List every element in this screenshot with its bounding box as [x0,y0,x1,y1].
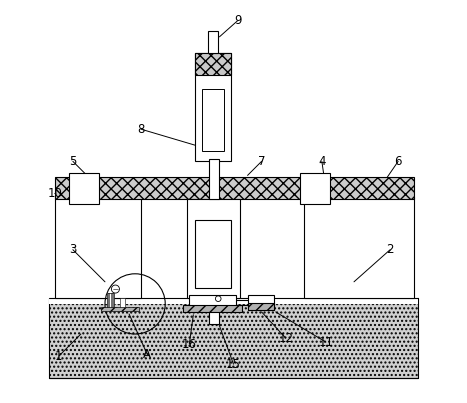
Bar [195,220,232,288]
Text: 5: 5 [69,155,77,168]
Bar [248,295,274,310]
Bar [49,296,418,304]
Bar [202,89,224,151]
Bar [49,298,418,378]
Text: 7: 7 [258,155,265,168]
Text: 15: 15 [226,357,241,371]
Text: 11: 11 [318,336,333,349]
Text: 10: 10 [47,187,62,200]
Text: 1: 1 [55,350,63,363]
Bar [107,293,114,308]
Bar [248,303,274,310]
Text: 2: 2 [386,243,394,256]
Bar [195,53,232,75]
Bar [189,295,235,306]
Text: 4: 4 [318,155,325,168]
Bar [55,197,141,298]
Text: 8: 8 [137,123,145,136]
Bar [120,298,125,307]
Bar [55,177,414,199]
Bar [300,173,330,204]
Bar [304,197,414,298]
Text: 6: 6 [395,155,402,168]
Text: 9: 9 [234,14,241,27]
Text: A: A [143,348,151,361]
Bar [209,159,219,199]
Bar [184,305,241,312]
Bar [101,307,139,311]
Bar [208,31,218,53]
Bar [209,296,219,324]
Text: 3: 3 [69,243,77,256]
Bar [195,53,232,161]
Text: 16: 16 [182,338,197,351]
Bar [187,199,240,298]
Bar [69,173,99,204]
Text: 12: 12 [278,332,293,345]
